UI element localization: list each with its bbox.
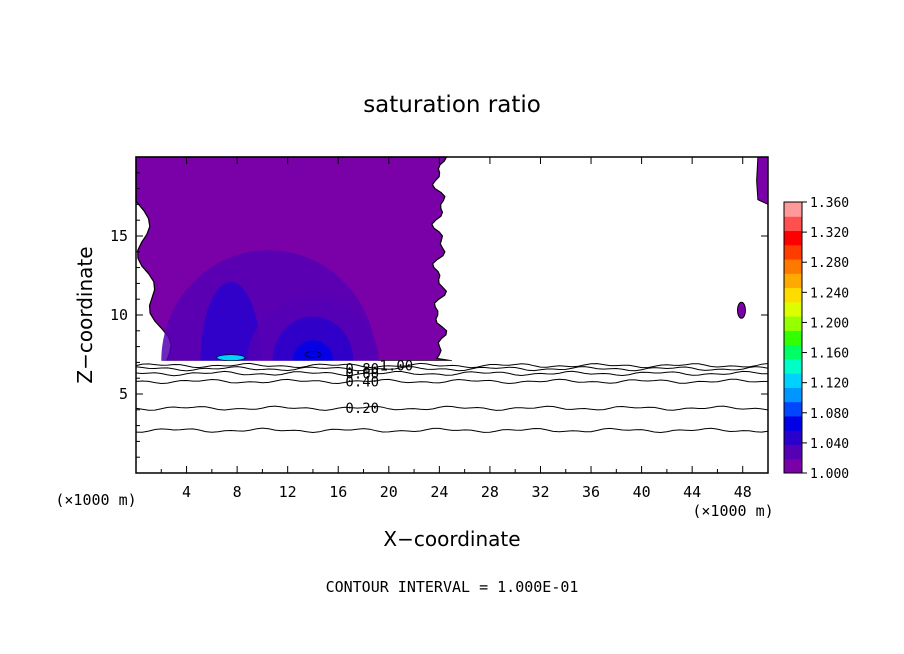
colorbar-segment	[784, 373, 802, 388]
colorbar-segment	[784, 330, 802, 346]
contour-label: 0.40	[345, 374, 379, 390]
contour-label: 0.60	[345, 366, 379, 382]
x-tick-label: 40	[633, 483, 651, 501]
x-tick-label: 44	[683, 483, 701, 501]
x-tick-label: 24	[430, 483, 448, 501]
y-axis-label: Z−coordinate	[73, 246, 97, 383]
colorbar-tick-label: 1.360	[810, 196, 849, 211]
saturation-core	[216, 354, 246, 361]
x-axis: 4 8 12 16 20 24 28 32 36 40 44 48	[160, 157, 752, 501]
x-unit-right: (×1000 m)	[692, 502, 773, 520]
contour-line	[135, 370, 768, 377]
contour-line	[135, 378, 769, 385]
x-tick-label: 20	[380, 483, 398, 501]
colorbar-segment	[784, 316, 802, 331]
x-tick-label: 4	[182, 483, 191, 501]
below-base-mask	[136, 360, 459, 473]
x-tick-label: 48	[734, 483, 752, 501]
x-unit-left: (×1000 m)	[55, 491, 136, 509]
colorbar-tick-label: 1.160	[810, 347, 849, 362]
colorbar-tick-label: 1.320	[810, 226, 849, 241]
y-tick-label: 5	[119, 385, 128, 403]
colorbar-segment	[784, 301, 802, 317]
colorbar-segment	[784, 244, 802, 260]
y-axis: 5 10 15	[110, 172, 768, 458]
x-tick-label: 28	[481, 483, 499, 501]
contour-line	[135, 405, 769, 411]
x-tick-label: 32	[531, 483, 549, 501]
saturation-core	[304, 351, 322, 358]
contour-line	[135, 362, 769, 369]
y-tick-label: 10	[110, 306, 128, 324]
colorbar-tick-label: 1.120	[810, 377, 849, 392]
colorbar-segment	[784, 287, 802, 303]
contour-interval-note: CONTOUR INTERVAL = 1.000E-01	[326, 578, 579, 596]
colorbar-tick-label: 1.200	[810, 316, 849, 331]
colorbar-tick-label: 1.080	[810, 407, 849, 422]
colorbar-segment	[784, 415, 802, 431]
plot-area	[135, 156, 769, 473]
colorbar-segment	[784, 401, 802, 417]
chart-title: saturation ratio	[363, 92, 541, 118]
colorbar-segment	[784, 273, 802, 289]
colorbar-tick-label: 1.040	[810, 437, 849, 452]
x-tick-label: 16	[329, 483, 347, 501]
colorbar-segment	[784, 458, 802, 474]
colorbar-tick-label: 1.000	[810, 467, 849, 482]
colorbar-segment	[784, 358, 802, 374]
colorbar-segment	[784, 344, 802, 360]
contour-label: 1.00	[380, 359, 414, 375]
colorbar-segment	[784, 216, 802, 232]
contour-line	[135, 427, 769, 434]
colorbar-frame	[783, 201, 803, 474]
colorbar: 1.360 1.320 1.280 1.240 1.200 1.160 1.120 1.080…	[783, 196, 849, 482]
colorbar-tick-label: 1.280	[810, 256, 849, 271]
colorbar-segment	[784, 202, 802, 217]
x-tick-label: 36	[582, 483, 600, 501]
colorbar-segment	[784, 387, 802, 403]
colorbar-segment	[784, 430, 802, 445]
colorbar-tick-label: 1.240	[810, 286, 849, 301]
x-tick-label: 8	[233, 483, 242, 501]
contour-line	[135, 366, 769, 372]
colorbar-segment	[784, 230, 802, 246]
supersaturated-edge-region	[756, 156, 769, 206]
colorbar-segment	[784, 259, 802, 274]
contour-lines: 1.000.800.600.400.20	[135, 359, 769, 434]
x-axis-label: X−coordinate	[383, 527, 520, 551]
contour-label: 0.20	[345, 401, 379, 417]
supersaturated-patch	[736, 301, 746, 319]
colorbar-segment	[784, 444, 802, 460]
y-tick-label: 15	[110, 227, 128, 245]
x-tick-label: 12	[279, 483, 297, 501]
